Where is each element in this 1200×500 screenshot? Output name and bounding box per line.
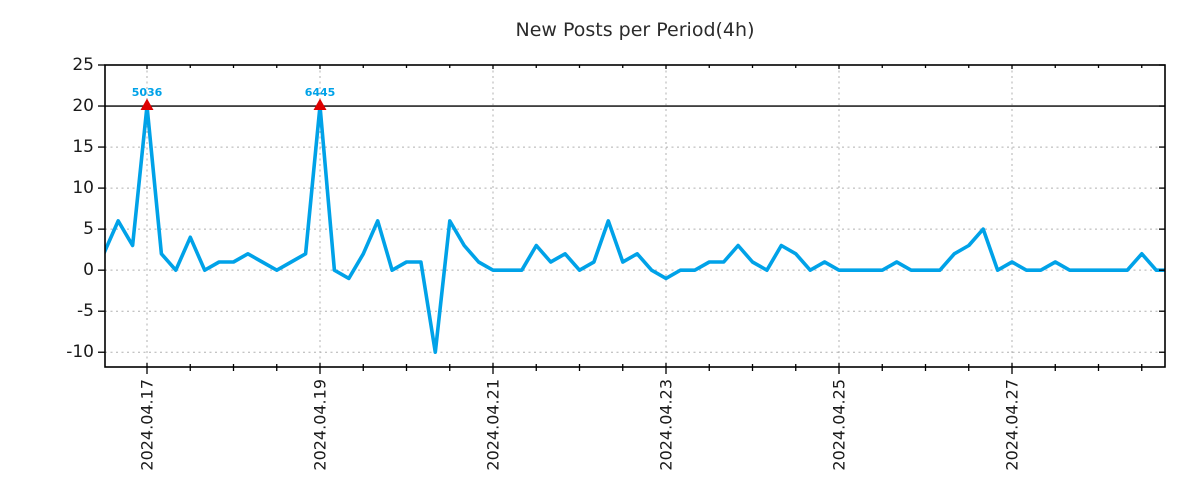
peak-value-label: 5036 <box>132 86 163 99</box>
x-tick-label: 2024.04.23 <box>657 379 676 471</box>
y-tick-label: 5 <box>83 219 94 239</box>
gridlines <box>105 65 1165 367</box>
x-tick-label: 2024.04.19 <box>311 379 330 471</box>
peak-marker-triangle <box>313 98 327 111</box>
y-tick-label: 25 <box>72 55 94 75</box>
plot-border <box>104 64 1166 368</box>
y-tick-label: -10 <box>66 342 94 362</box>
chart-title: New Posts per Period(4h) <box>516 19 755 41</box>
axis-ticks <box>98 64 1165 374</box>
x-tick-label: 2024.04.17 <box>138 379 157 471</box>
plot-frame <box>104 64 1166 368</box>
y-tick-label: -5 <box>77 301 94 321</box>
peak-value-label: 6445 <box>305 86 336 99</box>
y-tick-label: 15 <box>72 137 94 157</box>
series-line <box>105 104 1165 354</box>
y-tick-label: 0 <box>83 260 94 280</box>
x-axis-labels: 2024.04.17 2024.04.19 2024.04.21 2024.04.23… <box>138 379 1022 471</box>
x-tick-label: 2024.04.21 <box>484 379 503 471</box>
x-tick-label: 2024.04.25 <box>830 379 849 471</box>
series-line-layer <box>105 104 1165 354</box>
y-axis-labels: 25 20 15 10 5 0 -5 -10 <box>66 55 94 362</box>
y-tick-label: 10 <box>72 178 94 198</box>
x-tick-label: 2024.04.27 <box>1003 379 1022 471</box>
peak-markers: 5036 6445 <box>132 86 336 111</box>
peak-marker-triangle <box>140 98 154 111</box>
y-tick-label: 20 <box>72 96 94 116</box>
